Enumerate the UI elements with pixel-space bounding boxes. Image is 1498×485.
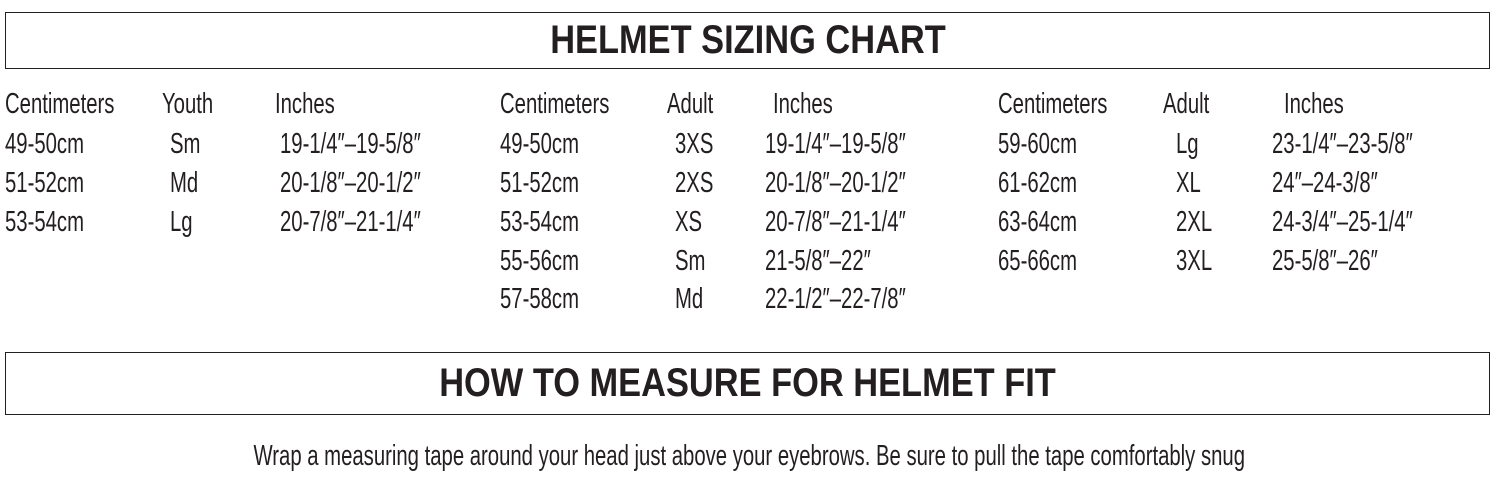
table-cell: 57-58cm: [500, 283, 579, 315]
column-header: Youth: [162, 88, 214, 120]
table-cell: 25-5/8″–26″: [1272, 245, 1378, 277]
table-cell: 61-62cm: [998, 167, 1077, 199]
measure-instructions: Wrap a measuring tape around your head j…: [0, 440, 1498, 473]
column-header: Adult: [1163, 88, 1210, 120]
table-cell: 63-64cm: [998, 206, 1077, 238]
table-cell: Lg: [170, 206, 193, 238]
column-header: Adult: [667, 88, 714, 120]
table-cell: 49-50cm: [5, 128, 84, 160]
table-cell: 20-1/8″–20-1/2″: [280, 167, 421, 199]
measure-title: HOW TO MEASURE FOR HELMET FIT: [439, 361, 1056, 405]
table-cell: Md: [675, 283, 704, 315]
table-cell: 2XL: [1176, 206, 1213, 238]
table-cell: 19-1/4″–19-5/8″: [765, 128, 906, 160]
table-cell: 19-1/4″–19-5/8″: [280, 128, 421, 160]
table-cell: 23-1/4″–23-5/8″: [1272, 128, 1413, 160]
table-cell: 20-7/8″–21-1/4″: [765, 206, 906, 238]
table-cell: XS: [675, 206, 703, 238]
table-cell: Lg: [1176, 128, 1199, 160]
table-cell: 51-52cm: [500, 167, 579, 199]
table-cell: XL: [1176, 167, 1201, 199]
table-cell: 24″–24-3/8″: [1272, 167, 1378, 199]
column-header: Inches: [773, 88, 833, 120]
table-cell: 20-7/8″–21-1/4″: [280, 206, 421, 238]
table-cell: 2XS: [675, 167, 714, 199]
measure-text: Wrap a measuring tape around your head j…: [253, 440, 1245, 472]
table-cell: Sm: [170, 128, 201, 160]
sizing-chart-title-box: HELMET SIZING CHART: [5, 12, 1490, 69]
table-cell: 22-1/2″–22-7/8″: [765, 283, 906, 315]
table-cell: 3XL: [1176, 245, 1213, 277]
page-title: HELMET SIZING CHART: [549, 18, 946, 62]
table-cell: 49-50cm: [500, 128, 579, 160]
column-header: Inches: [1284, 88, 1344, 120]
table-cell: 3XS: [675, 128, 714, 160]
measure-title-box: HOW TO MEASURE FOR HELMET FIT: [5, 352, 1490, 415]
column-header: Inches: [275, 88, 335, 120]
table-cell: Sm: [675, 245, 706, 277]
table-cell: 20-1/8″–20-1/2″: [765, 167, 906, 199]
table-cell: 51-52cm: [5, 167, 84, 199]
table-cell: 53-54cm: [5, 206, 84, 238]
table-cell: 21-5/8″–22″: [765, 245, 871, 277]
table-cell: 53-54cm: [500, 206, 579, 238]
table-cell: 65-66cm: [998, 245, 1077, 277]
table-cell: 55-56cm: [500, 245, 579, 277]
table-cell: Md: [170, 167, 199, 199]
column-header: Centimeters: [500, 88, 610, 120]
table-cell: 59-60cm: [998, 128, 1077, 160]
column-header: Centimeters: [998, 88, 1108, 120]
table-cell: 24-3/4″–25-1/4″: [1272, 206, 1413, 238]
column-header: Centimeters: [5, 88, 115, 120]
